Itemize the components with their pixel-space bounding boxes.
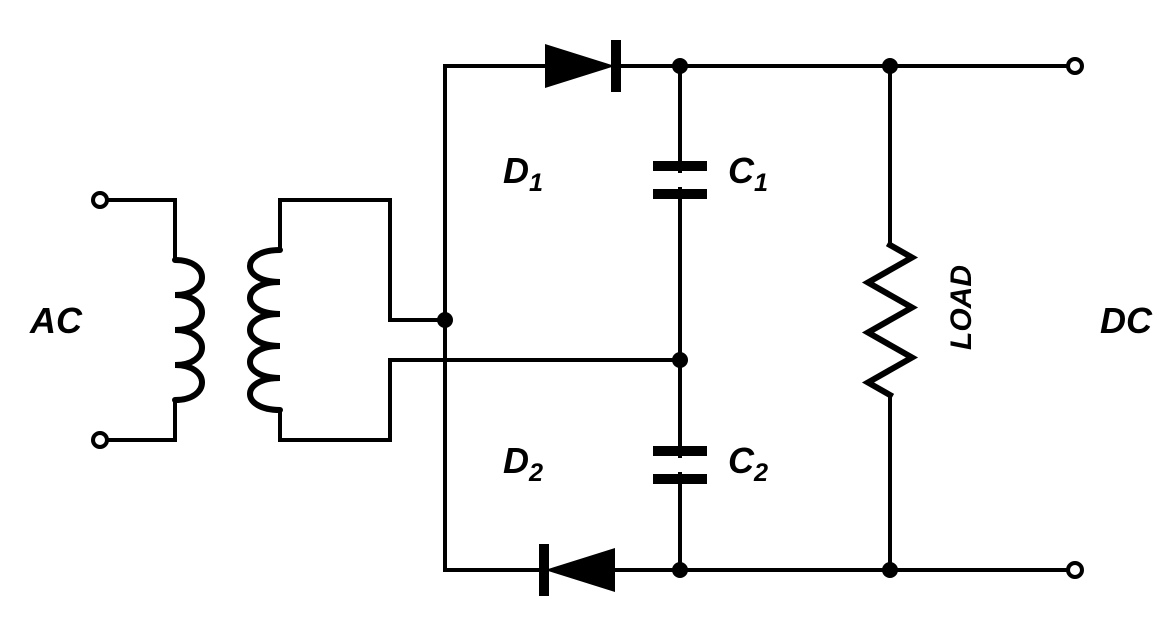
label-load: LOAD [945, 265, 979, 350]
label-c1: C1 [728, 150, 768, 198]
circuit-schematic [0, 0, 1171, 624]
label-c2: C2 [728, 440, 768, 488]
label-d1: D1 [503, 150, 543, 198]
label-dc: DC [1100, 300, 1152, 342]
label-d2: D2 [503, 440, 543, 488]
label-ac: AC [30, 300, 82, 342]
